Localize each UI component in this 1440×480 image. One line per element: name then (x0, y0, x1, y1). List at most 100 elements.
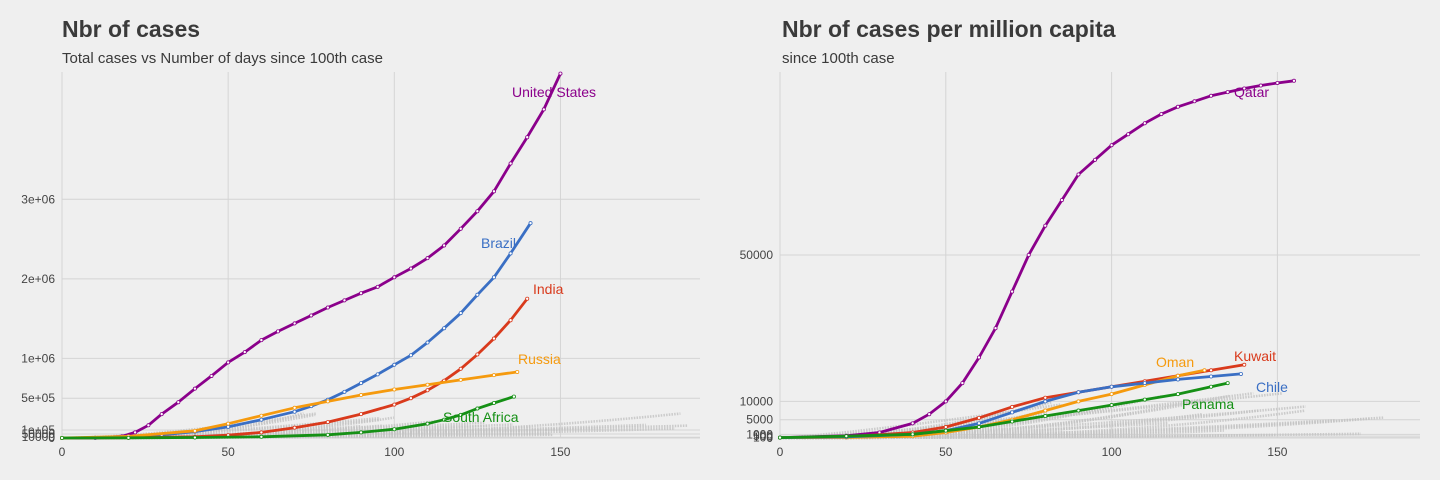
data-point (1209, 93, 1214, 98)
background-series-line (62, 427, 676, 440)
data-point (1059, 198, 1064, 203)
data-point (292, 405, 297, 410)
gridlines (61, 72, 700, 439)
data-point (475, 406, 480, 411)
data-point (126, 435, 131, 440)
data-point (1076, 172, 1081, 177)
data-point (259, 338, 264, 343)
data-point (226, 424, 231, 429)
data-point (359, 291, 364, 296)
data-point (1142, 397, 1147, 402)
data-point (1043, 395, 1048, 400)
data-point (425, 382, 430, 387)
data-point (359, 412, 364, 417)
data-point (209, 373, 214, 378)
data-point (1238, 371, 1243, 376)
data-point (242, 350, 247, 355)
chart-panel-cases: Nbr of cases Total cases vs Number of da… (21, 16, 700, 459)
background-series-line (61, 412, 316, 440)
y-tick-label: 0 (766, 431, 773, 445)
series-line (779, 368, 1205, 439)
data-point (1109, 143, 1114, 148)
series-label: Chile (1256, 379, 1288, 395)
data-point (943, 399, 948, 404)
data-point (1258, 83, 1263, 88)
data-point (475, 209, 480, 214)
x-tick-label: 100 (1102, 445, 1122, 459)
y-tick-label: 3e+06 (21, 192, 55, 206)
data-point (1242, 86, 1247, 91)
x-tick-label: 0 (777, 445, 784, 459)
series-label: India (533, 281, 564, 297)
data-point (976, 355, 981, 360)
data-point (375, 372, 380, 377)
series-panama (778, 381, 1230, 440)
data-point (192, 428, 197, 433)
data-point (528, 221, 533, 226)
y-tick-label: 1e+06 (21, 351, 55, 365)
data-point (458, 412, 463, 417)
data-point (508, 251, 513, 256)
data-point (392, 362, 397, 367)
data-point (359, 381, 364, 386)
data-point (425, 256, 430, 261)
data-point (475, 292, 480, 297)
data-point (458, 366, 463, 371)
data-point (60, 435, 65, 440)
per-million-plot: 0 50 100 1500100500100050001000050000QatarK… (740, 72, 1420, 459)
chart-subtitle: Total cases vs Number of days since 100t… (62, 50, 383, 67)
chart-title: Nbr of cases (62, 16, 201, 42)
data-point (442, 243, 447, 248)
data-point (1209, 374, 1214, 379)
x-tick-label: 150 (1267, 445, 1287, 459)
data-point (176, 400, 181, 405)
data-point (292, 425, 297, 430)
data-point (1076, 399, 1081, 404)
data-point (491, 336, 496, 341)
y-tick-label: 10000 (740, 394, 774, 408)
data-point (1043, 414, 1048, 419)
x-tick-label: 0 (59, 445, 66, 459)
data-point (491, 373, 496, 378)
data-point (910, 421, 915, 426)
data-point (458, 311, 463, 316)
data-point (1202, 368, 1207, 373)
y-tick-label: 100 (753, 431, 773, 445)
data-point (1093, 157, 1098, 162)
data-point (159, 412, 164, 417)
data-point (491, 275, 496, 280)
data-point (511, 394, 516, 399)
data-point (927, 412, 932, 417)
series-line (61, 222, 532, 440)
data-point (1109, 403, 1114, 408)
data-point (259, 430, 264, 435)
data-point (1225, 381, 1230, 386)
data-point (408, 396, 413, 401)
data-point (976, 425, 981, 430)
data-point (943, 428, 948, 433)
data-point (525, 296, 530, 301)
data-point (392, 402, 397, 407)
data-point (1175, 373, 1180, 378)
data-point (192, 435, 197, 440)
data-point (425, 340, 430, 345)
data-point (943, 425, 948, 430)
background-series-line (61, 418, 380, 440)
series-line (61, 73, 562, 440)
series-label: Qatar (1234, 84, 1269, 100)
data-point (192, 386, 197, 391)
y-tick-label: 10000 (22, 430, 56, 444)
data-point (275, 329, 280, 334)
data-point (541, 107, 546, 112)
series-united-states (60, 71, 563, 440)
y-tick-label: 50000 (740, 248, 774, 262)
data-point (1043, 408, 1048, 413)
data-point (259, 417, 264, 422)
data-point (960, 381, 965, 386)
data-point (359, 430, 364, 435)
y-tick-label: 5e+05 (21, 391, 55, 405)
data-point (309, 313, 314, 318)
data-point (325, 305, 330, 310)
data-point (1192, 99, 1197, 104)
data-point (1142, 121, 1147, 126)
